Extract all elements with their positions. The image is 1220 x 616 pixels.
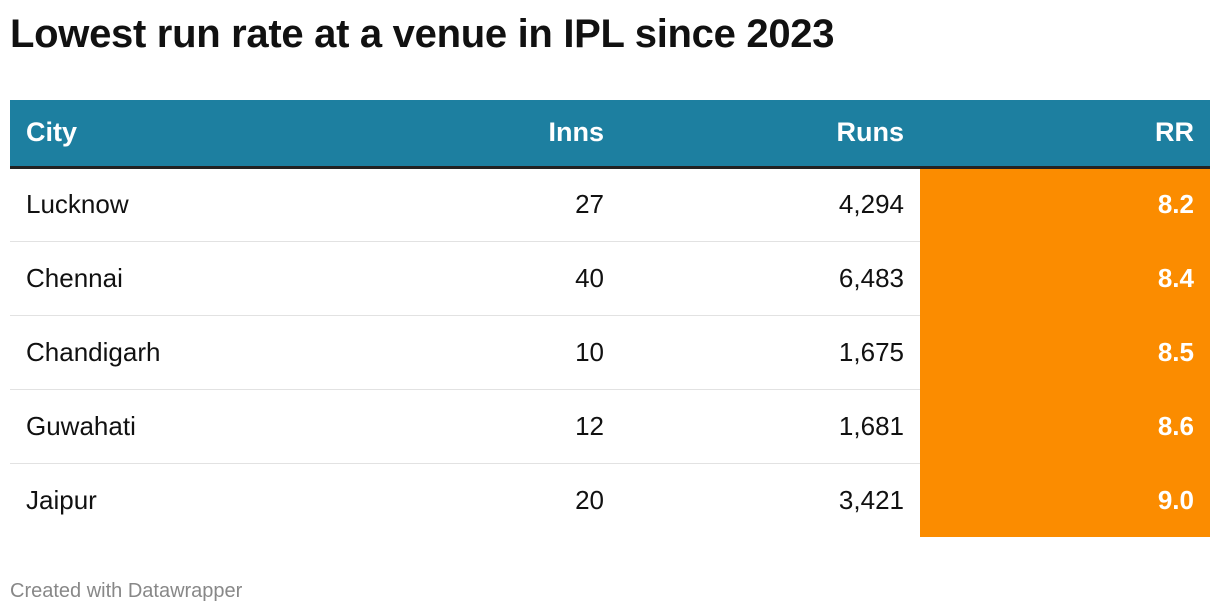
data-table: City Inns Runs RR Lucknow 27 4,294 8.2 Chenn… [10,100,1210,537]
cell-runs: 1,675 [620,315,920,390]
cell-inns: 27 [340,167,620,242]
table-body: Lucknow 27 4,294 8.2 Chennai 40 6,483 8.4 Chandi… [10,167,1210,537]
cell-city: Chennai [10,241,340,316]
cell-rr: 8.6 [920,389,1210,463]
cell-inns: 12 [340,389,620,464]
footer-credit: Created with Datawrapper [10,580,243,602]
cell-rr: 8.5 [920,315,1210,389]
column-header-city[interactable]: City [10,100,340,169]
table-row: Chandigarh 10 1,675 8.5 [10,315,1210,390]
table-row: Jaipur 20 3,421 9.0 [10,463,1210,537]
cell-city: Jaipur [26,484,97,515]
column-header-runs[interactable]: Runs [620,100,920,169]
cell-runs: 4,294 [620,167,920,242]
data-table-container: City Inns Runs RR Lucknow 27 4,294 8.2 Chenn… [10,100,1210,537]
cell-runs: 1,681 [620,389,920,464]
cell-inns: 10 [340,315,620,390]
cell-city: Lucknow [10,167,340,242]
table-row: Lucknow 27 4,294 8.2 [10,167,1210,242]
cell-city: Chandigarh [10,315,340,390]
table-row: Guwahati 12 1,681 8.6 [10,389,1210,464]
column-header-rr[interactable]: RR [920,100,1210,169]
cell-rr: 8.4 [920,241,1210,315]
table-row: Chennai 40 6,483 8.4 [10,241,1210,316]
header-row: City Inns Runs RR [10,100,1210,169]
cell-rr: 8.2 [920,167,1210,241]
cell-runs: 3,421 [838,484,904,515]
cell-rr: 9.0 [920,463,1210,537]
table-header: City Inns Runs RR [10,100,1210,169]
cell-inns: 20 [575,484,604,515]
cell-runs: 6,483 [620,241,920,316]
column-header-inns[interactable]: Inns [340,100,620,169]
chart-title: Lowest run rate at a venue in IPL since … [10,12,835,56]
cell-inns: 40 [340,241,620,316]
cell-city: Guwahati [10,389,340,464]
